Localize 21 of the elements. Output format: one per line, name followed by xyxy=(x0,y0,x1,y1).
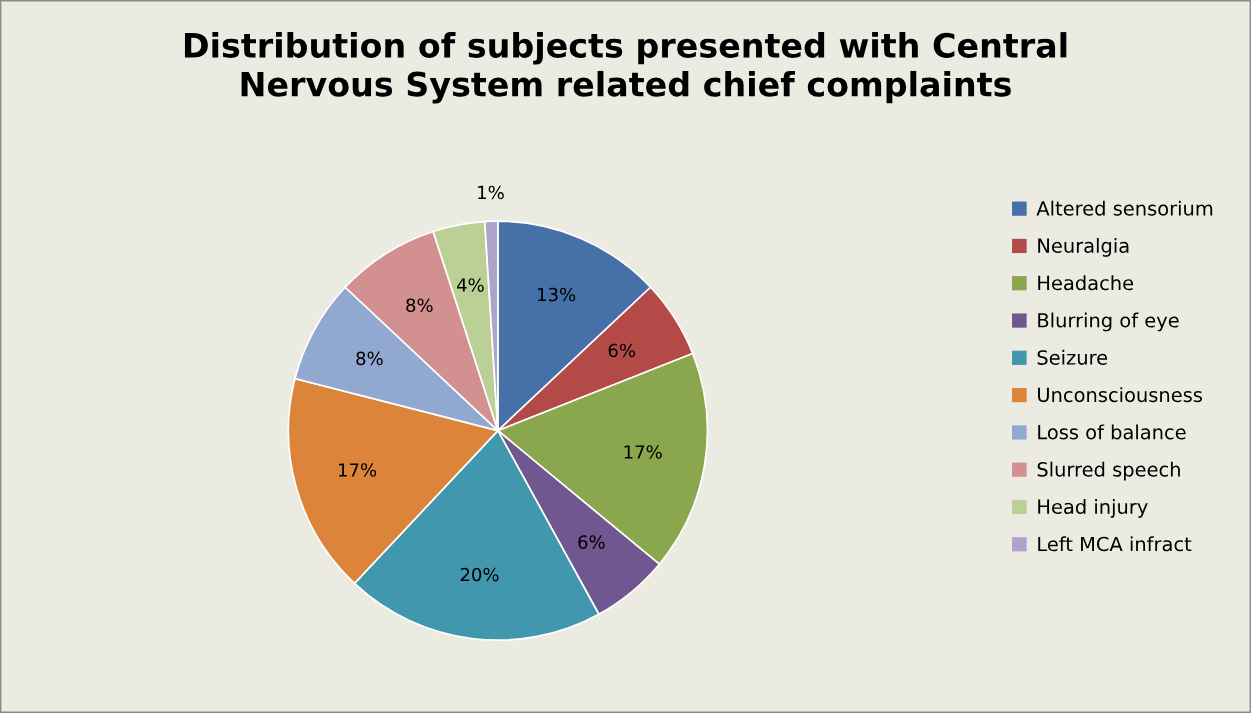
data-label: 17% xyxy=(624,445,662,459)
data-label: 6% xyxy=(578,535,605,549)
legend-label: Neuralgia xyxy=(1038,237,1129,257)
legend-label: Altered sensorium xyxy=(1036,200,1213,216)
legend-label: Slurred speech xyxy=(1037,461,1180,481)
legend-label: Head injury xyxy=(1038,499,1148,518)
data-label: 20% xyxy=(460,567,499,582)
legend-label: Loss of balance xyxy=(1038,424,1186,440)
chart-title: Distribution of subjects presented with Central Nervous System related chief complaints xyxy=(184,32,1067,104)
legend-label: Headache xyxy=(1038,275,1134,291)
legend-label: Seizure xyxy=(1037,349,1108,365)
legend-label: Left MCA infract xyxy=(1038,536,1192,552)
data-label: 8% xyxy=(356,351,383,366)
data-label: 4% xyxy=(456,278,484,292)
data-label: 13% xyxy=(538,287,576,302)
data-label: 1% xyxy=(478,185,504,200)
data-label: 17% xyxy=(339,463,377,477)
legend-label: Unconsciousness xyxy=(1038,387,1202,403)
data-label: 6% xyxy=(608,343,636,358)
legend-label: Blurring of eye xyxy=(1038,312,1179,332)
data-label: 8% xyxy=(406,298,433,313)
